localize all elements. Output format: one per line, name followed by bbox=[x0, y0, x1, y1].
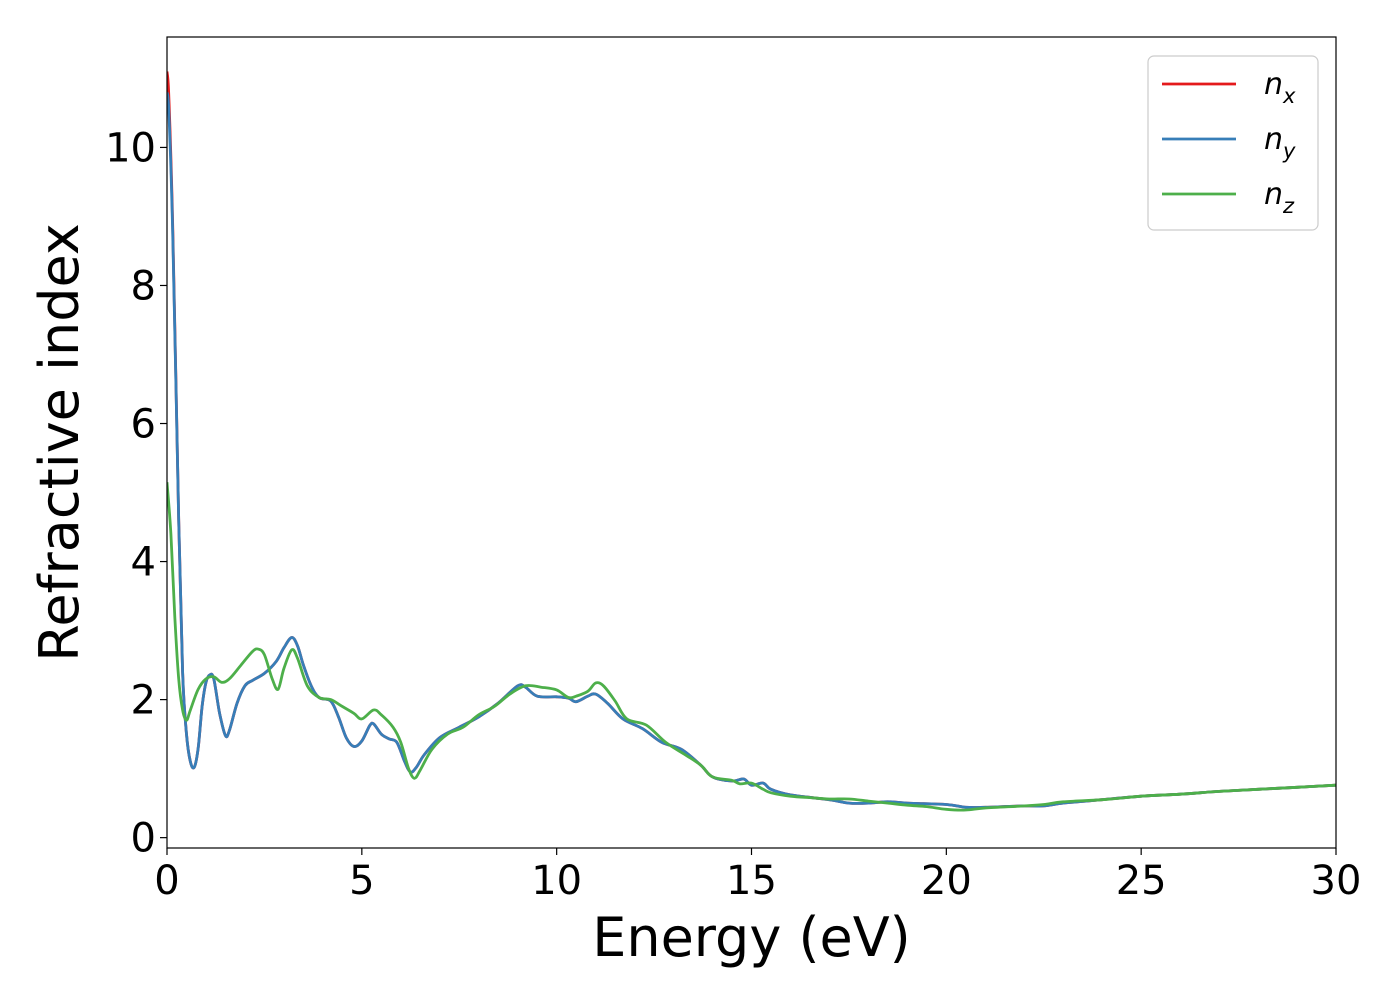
legend-label-y: ny bbox=[1264, 122, 1296, 163]
y-axis-label: Refractive index bbox=[28, 223, 91, 662]
y-tick-label: 4 bbox=[131, 540, 156, 586]
x-tick-label: 10 bbox=[531, 858, 582, 904]
y-tick-label: 0 bbox=[131, 816, 156, 862]
x-axis-label: Energy (eV) bbox=[592, 906, 911, 969]
y-tick-label: 2 bbox=[131, 678, 156, 724]
y-tick-label: 8 bbox=[131, 263, 156, 309]
legend-label-z: nz bbox=[1264, 177, 1295, 218]
series-layer bbox=[167, 71, 1336, 812]
x-tick-label: 30 bbox=[1311, 858, 1362, 904]
x-tick-label: 15 bbox=[726, 858, 777, 904]
legend-label-x: nx bbox=[1264, 67, 1296, 108]
x-tick-label: 5 bbox=[349, 858, 374, 904]
x-tick-label: 0 bbox=[154, 858, 179, 904]
legend: nx ny nz bbox=[1147, 55, 1319, 231]
y-tick-label: 6 bbox=[131, 402, 156, 448]
y-tick-label: 10 bbox=[105, 125, 156, 171]
ticks-layer: 0 5 10 15 20 25 30 0 2 4 6 8 10 bbox=[105, 125, 1361, 904]
legend-box bbox=[1147, 55, 1319, 231]
x-tick-label: 25 bbox=[1116, 858, 1167, 904]
series-line-z bbox=[167, 482, 1336, 812]
x-tick-label: 20 bbox=[921, 858, 972, 904]
